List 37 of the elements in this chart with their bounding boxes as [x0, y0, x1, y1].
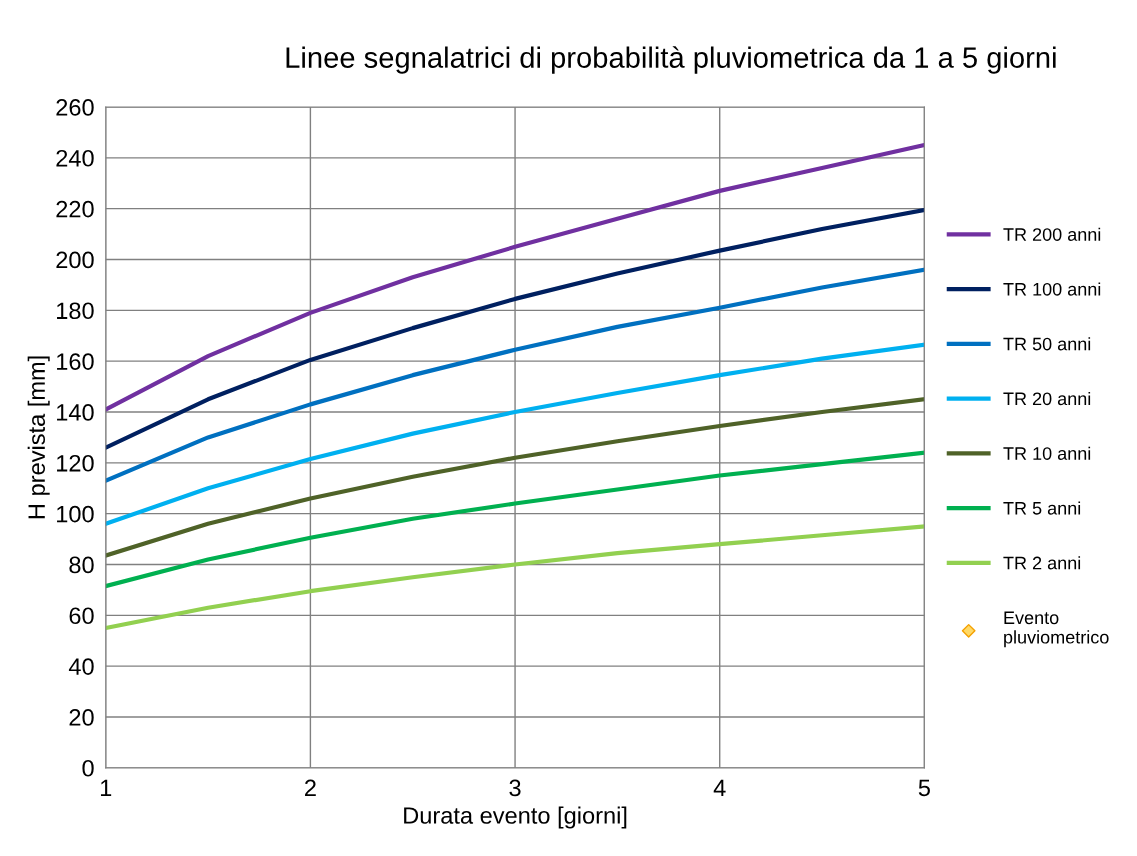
line-series — [105, 143, 925, 412]
y-tick-label: 260 — [56, 99, 94, 116]
y-tick-label: 220 — [56, 200, 94, 218]
legend-label: TR 2 anni — [1003, 556, 1081, 570]
y-tick-label: 240 — [56, 149, 94, 167]
line-series — [105, 524, 925, 631]
legend-label: Evento pluviometrico — [1004, 611, 1109, 648]
x-tick-label: 2 — [305, 779, 316, 797]
y-tick-label: 0 — [82, 759, 94, 777]
x-axis-title: Durata evento [giorni] — [404, 806, 627, 829]
y-tick-label: 100 — [57, 505, 94, 523]
line-series — [105, 450, 925, 589]
y-tick-label: 180 — [57, 302, 94, 320]
legend-label: TR 20 anni — [1003, 391, 1091, 406]
y-tick-label: 40 — [68, 658, 94, 675]
line-series — [105, 342, 925, 526]
y-tick-label: 80 — [69, 556, 94, 574]
y-tick-label: 120 — [57, 454, 94, 472]
chart-title: Linee segnalatrici di probabilità pluviometrica da 1 a 5 giorni — [286, 46, 1056, 74]
x-tick-label: 1 — [100, 779, 112, 797]
x-tick-label: 5 — [918, 779, 930, 797]
legend-label: TR 50 anni — [1003, 337, 1091, 351]
legend-label: TR 100 anni — [1003, 282, 1101, 296]
y-tick-label: 60 — [69, 607, 94, 625]
y-tick-label: 140 — [57, 404, 94, 421]
x-tick-label: 3 — [509, 779, 521, 797]
line-series — [105, 207, 925, 450]
legend-label: TR 5 anni — [1003, 501, 1081, 515]
y-tick-label: 200 — [56, 251, 94, 269]
legend-label: TR 10 anni — [1003, 446, 1091, 460]
legend-label: TR 200 anni — [1003, 227, 1101, 241]
y-tick-label: 160 — [57, 353, 94, 370]
line-series — [105, 267, 925, 483]
x-tick-label: 4 — [713, 779, 726, 797]
line-series — [105, 397, 925, 558]
y-axis-title: H prevista [mm] — [27, 356, 50, 519]
y-tick-label: 20 — [69, 709, 94, 726]
